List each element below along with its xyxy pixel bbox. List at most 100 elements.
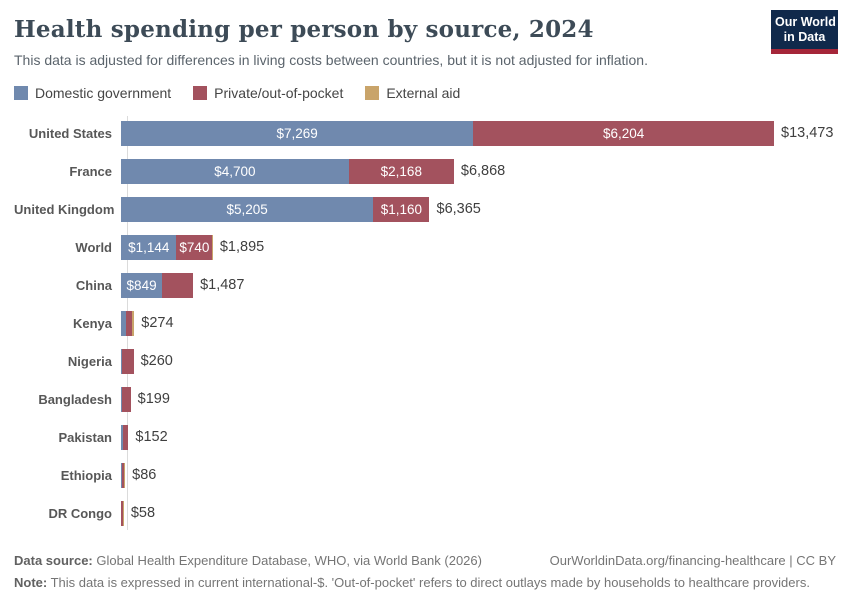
bar-track <box>121 424 774 450</box>
total-value-label: $58 <box>130 505 156 521</box>
legend-label: External aid <box>386 85 461 101</box>
total-value-label: $1,895 <box>219 239 265 255</box>
legend-swatch-icon <box>14 86 28 100</box>
chart-row-united-kingdom: United Kingdom $5,205 $1,160 $6,365 <box>14 190 850 228</box>
bar-segment-domestic-government[interactable] <box>121 386 122 412</box>
bar-segment-domestic-government[interactable] <box>121 462 122 488</box>
segment-value-label: $6,204 <box>602 125 645 141</box>
bar-track <box>121 462 774 488</box>
chart-plot-area: United States $7,269 $6,204 $13,473 France $4… <box>14 114 850 532</box>
bar-track: $4,700 $2,168 <box>121 158 774 184</box>
bar-track <box>121 310 774 336</box>
bar-segment-domestic-government[interactable]: $5,205 <box>121 196 374 222</box>
bar-segment-domestic-government[interactable]: $7,269 <box>121 120 474 146</box>
legend-swatch-icon <box>193 86 208 100</box>
bar-segment-domestic-government[interactable]: $4,700 <box>121 158 349 184</box>
total-value-label: $199 <box>137 391 170 407</box>
bar-track: $7,269 $6,204 <box>121 120 774 146</box>
country-label[interactable]: United States <box>28 125 112 141</box>
bar-segment-domestic-government[interactable]: $1,144 <box>121 234 177 260</box>
owid-logo[interactable]: Our World in Data <box>771 10 838 54</box>
bar-segment-external-aid[interactable] <box>212 234 213 260</box>
country-label[interactable]: France <box>69 163 112 179</box>
segment-value-label: $4,700 <box>214 163 256 179</box>
chart-row-bangladesh: Bangladesh $199 <box>14 380 850 418</box>
bar-segment-private-out-of-pocket[interactable] <box>125 310 132 336</box>
total-value-label: $6,365 <box>436 201 481 217</box>
owid-logo-line1: Our World <box>775 15 836 29</box>
segment-value-label: $2,168 <box>380 163 422 179</box>
bar-track: $849 <box>121 272 774 298</box>
segment-value-label: $1,160 <box>380 201 423 217</box>
total-value-label: $1,487 <box>200 277 245 293</box>
data-source-label: Data source: <box>14 553 93 568</box>
total-value-label: $274 <box>141 315 174 331</box>
chart-rows: United States $7,269 $6,204 $13,473 France $4… <box>14 114 850 532</box>
bar-segment-private-out-of-pocket[interactable]: $740 <box>176 234 213 260</box>
bar-track: $5,205 $1,160 <box>121 196 774 222</box>
chart-row-nigeria: Nigeria $260 <box>14 342 850 380</box>
owid-logo-line2: in Data <box>783 30 826 44</box>
total-value-label: $6,868 <box>460 163 506 179</box>
chart-row-world: World $1,144 $740 $1,895 <box>14 228 850 266</box>
bar-segment-private-out-of-pocket[interactable] <box>122 424 129 450</box>
segment-value-label: $740 <box>179 239 210 255</box>
legend-label: Domestic government <box>35 85 172 101</box>
chart-row-kenya: Kenya $274 <box>14 304 850 342</box>
chart-subtitle: This data is adjusted for differences in… <box>14 52 648 68</box>
country-label[interactable]: DR Congo <box>48 505 112 521</box>
bar-segment-domestic-government[interactable] <box>121 424 123 450</box>
country-label[interactable]: Ethiopia <box>60 467 112 483</box>
country-label[interactable]: World <box>75 239 112 255</box>
bar-segment-private-out-of-pocket[interactable]: $1,160 <box>373 196 430 222</box>
bar-track <box>121 500 774 526</box>
segment-value-label: $5,205 <box>226 201 268 217</box>
chart-footer: Data source: Global Health Expenditure D… <box>14 553 836 590</box>
data-source-text: Data source: Global Health Expenditure D… <box>14 553 482 568</box>
total-value-label: $13,473 <box>781 125 834 141</box>
country-label[interactable]: Kenya <box>72 315 112 331</box>
chart-legend: Domestic government Private/out-of-pocke… <box>14 85 836 101</box>
note-label: Note: <box>14 575 48 590</box>
bar-segment-domestic-government[interactable] <box>121 348 123 374</box>
bar-track <box>121 386 774 412</box>
chart-row-pakistan: Pakistan $152 <box>14 418 850 456</box>
legend-swatch-icon <box>365 86 380 100</box>
bar-segment-private-out-of-pocket[interactable] <box>121 386 131 412</box>
segment-value-label: $7,269 <box>276 125 318 141</box>
bar-track <box>121 348 774 374</box>
bar-segment-external-aid[interactable] <box>124 462 126 488</box>
bar-segment-private-out-of-pocket[interactable]: $2,168 <box>348 158 454 184</box>
country-label[interactable]: Nigeria <box>67 353 112 369</box>
legend-item-external-aid[interactable]: External aid <box>365 85 460 101</box>
owid-cc-link[interactable]: OurWorldinData.org/financing-healthcare … <box>549 553 836 568</box>
segment-value-label: $849 <box>126 277 157 293</box>
bar-segment-private-out-of-pocket[interactable] <box>121 462 125 488</box>
bar-segment-private-out-of-pocket[interactable]: $6,204 <box>473 120 774 146</box>
bar-segment-external-aid[interactable] <box>131 310 135 336</box>
legend-item-private-out-of-pocket[interactable]: Private/out-of-pocket <box>193 85 343 101</box>
country-label[interactable]: United Kingdom <box>14 201 115 217</box>
legend-item-domestic-government[interactable]: Domestic government <box>14 85 171 101</box>
note-text: Note: This data is expressed in current … <box>14 575 810 590</box>
chart-header: Health spending per person by source, 20… <box>0 0 850 68</box>
bar-segment-domestic-government[interactable]: $849 <box>121 272 163 298</box>
total-value-label: $86 <box>132 467 157 483</box>
chart-row-france: France $4,700 $2,168 $6,868 <box>14 152 850 190</box>
bar-segment-domestic-government[interactable] <box>121 310 126 336</box>
legend-label: Private/out-of-pocket <box>214 85 344 101</box>
bar-segment-private-out-of-pocket[interactable] <box>162 272 194 298</box>
segment-value-label: $1,144 <box>128 239 170 255</box>
total-value-label: $260 <box>140 353 173 369</box>
total-value-label: $152 <box>135 429 168 445</box>
bar-segment-private-out-of-pocket[interactable] <box>121 500 124 526</box>
chart-row-china: China $849 $1,487 <box>14 266 850 304</box>
country-label[interactable]: Bangladesh <box>38 391 112 407</box>
bar-segment-private-out-of-pocket[interactable] <box>122 348 134 374</box>
chart-row-united-states: United States $7,269 $6,204 $13,473 <box>14 114 850 152</box>
country-label[interactable]: China <box>75 277 112 293</box>
chart-row-dr-congo: DR Congo $58 <box>14 494 850 532</box>
bar-track: $1,144 $740 <box>121 234 774 260</box>
country-label[interactable]: Pakistan <box>58 429 112 445</box>
chart-row-ethiopia: Ethiopia $86 <box>14 456 850 494</box>
